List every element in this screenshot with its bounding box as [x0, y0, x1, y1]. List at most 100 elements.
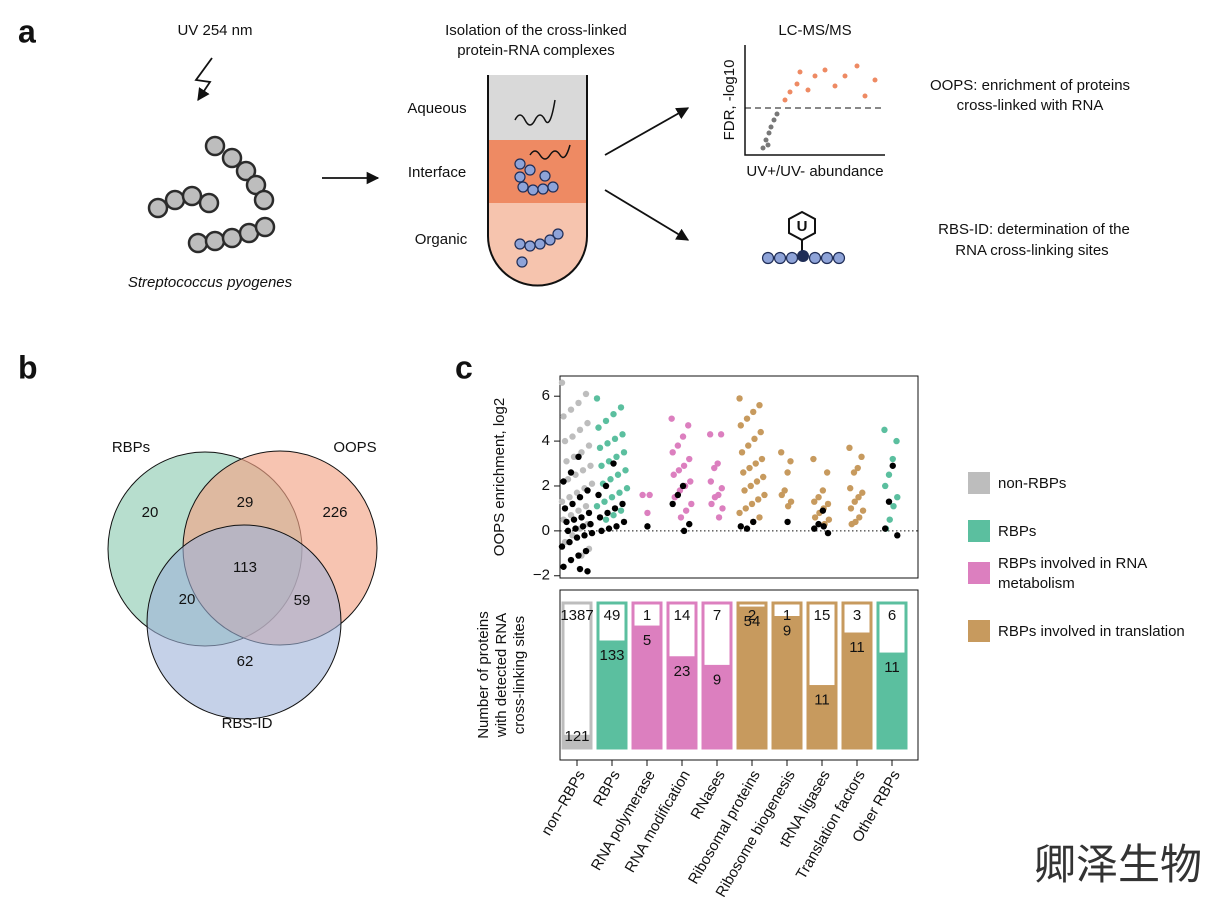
data-point — [674, 442, 682, 449]
watermark: 卿泽生物 — [1034, 841, 1202, 888]
data-point — [743, 525, 751, 532]
region-count: 62 — [237, 653, 254, 670]
bar-label: 11 — [884, 659, 900, 676]
organism: Streptococcus pyogenes — [128, 274, 293, 291]
data-point — [561, 437, 569, 445]
data-point — [819, 487, 827, 494]
rna — [529, 144, 571, 160]
bar-label: 54 — [744, 613, 761, 630]
y-axis-label: with detected RNA — [493, 613, 510, 738]
data-point — [669, 449, 676, 456]
data-point — [823, 469, 831, 476]
data-point — [610, 410, 617, 418]
data-point — [811, 514, 819, 521]
region-count: 226 — [322, 504, 347, 521]
data-point — [576, 426, 584, 434]
ms-xlabel: UV+/UV- abundance — [746, 163, 883, 180]
data-point — [582, 547, 590, 555]
bar-detected — [806, 685, 838, 750]
data-point — [567, 511, 575, 519]
data-point — [602, 417, 610, 425]
y-axis-label: OOPS enrichment, log2 — [491, 398, 508, 556]
panel-label: b — [18, 349, 38, 385]
y-tick-label: 2 — [542, 477, 550, 494]
lightning — [194, 57, 213, 102]
data-point — [587, 520, 594, 528]
data-point — [784, 518, 791, 526]
data-point — [619, 431, 626, 438]
ms-axes — [744, 45, 885, 156]
data-point — [706, 431, 714, 438]
data-point — [751, 435, 758, 443]
data-point — [668, 415, 675, 422]
data-point — [560, 563, 567, 570]
legend-swatch — [968, 562, 990, 584]
bar-detected — [701, 664, 733, 750]
data-point — [854, 464, 861, 472]
bar-detected — [841, 632, 873, 750]
data-point — [617, 404, 625, 411]
ms-points — [782, 63, 878, 103]
y-tick-label: 0 — [542, 522, 550, 539]
data-point — [570, 453, 578, 460]
bar-detected — [596, 640, 628, 750]
oops-text: cross-linked with RNA — [957, 97, 1104, 114]
bar-detected — [561, 734, 593, 750]
data-point — [756, 514, 763, 521]
data-point — [885, 498, 893, 505]
data-point — [746, 464, 753, 472]
data-point — [679, 433, 687, 440]
data-point — [761, 491, 768, 499]
data-point — [578, 514, 585, 521]
data-point — [566, 494, 573, 501]
data-point — [847, 505, 855, 512]
y-tick-label: 6 — [542, 387, 550, 404]
data-point — [736, 509, 743, 517]
bar-label: 121 — [564, 728, 589, 745]
data-point — [894, 494, 901, 501]
data-point — [810, 455, 817, 463]
bar-label: 6 — [888, 607, 896, 624]
data-point — [560, 413, 567, 420]
data-point — [605, 525, 613, 532]
data-point — [760, 473, 767, 481]
data-point — [567, 469, 575, 476]
region-count: 59 — [294, 592, 311, 609]
bar-label: 3 — [853, 607, 861, 624]
data-point — [604, 440, 611, 447]
data-point — [855, 494, 862, 501]
y-axis-label: cross-linking sites — [511, 616, 528, 734]
data-point — [593, 395, 601, 402]
data-point — [755, 496, 762, 503]
phase-label: Organic — [415, 231, 468, 248]
legend-label: non-RBPs — [998, 475, 1066, 492]
data-point — [563, 458, 570, 465]
data-point — [750, 408, 757, 416]
data-point — [708, 500, 715, 508]
panel-c: c OOPS enrichment, log2 Number of protei… — [455, 349, 1185, 897]
data-point — [736, 395, 743, 402]
data-point — [616, 489, 623, 496]
data-point — [787, 458, 794, 465]
data-point — [778, 491, 785, 499]
data-point — [750, 518, 757, 526]
uv-label: UV 254 nm — [177, 22, 252, 39]
data-point — [748, 500, 756, 508]
data-point — [737, 523, 744, 530]
data-point — [881, 426, 888, 434]
legend-swatch — [968, 472, 990, 494]
bar-label: 5 — [643, 632, 651, 649]
data-point — [889, 455, 896, 463]
phase-label: Aqueous — [407, 100, 466, 117]
data-point — [825, 516, 833, 523]
data-point — [737, 422, 744, 429]
rbsid-text: RNA cross-linking sites — [955, 242, 1108, 259]
bar-label: 15 — [814, 607, 831, 624]
data-point — [596, 444, 604, 452]
data-point — [575, 552, 582, 559]
data-point — [596, 514, 604, 521]
bar-label: 14 — [674, 607, 691, 624]
bar-detected — [771, 616, 803, 750]
panel-a: a UV 254 nm Streptococcus pyogenes Isola… — [18, 13, 1130, 291]
data-point — [569, 500, 576, 508]
